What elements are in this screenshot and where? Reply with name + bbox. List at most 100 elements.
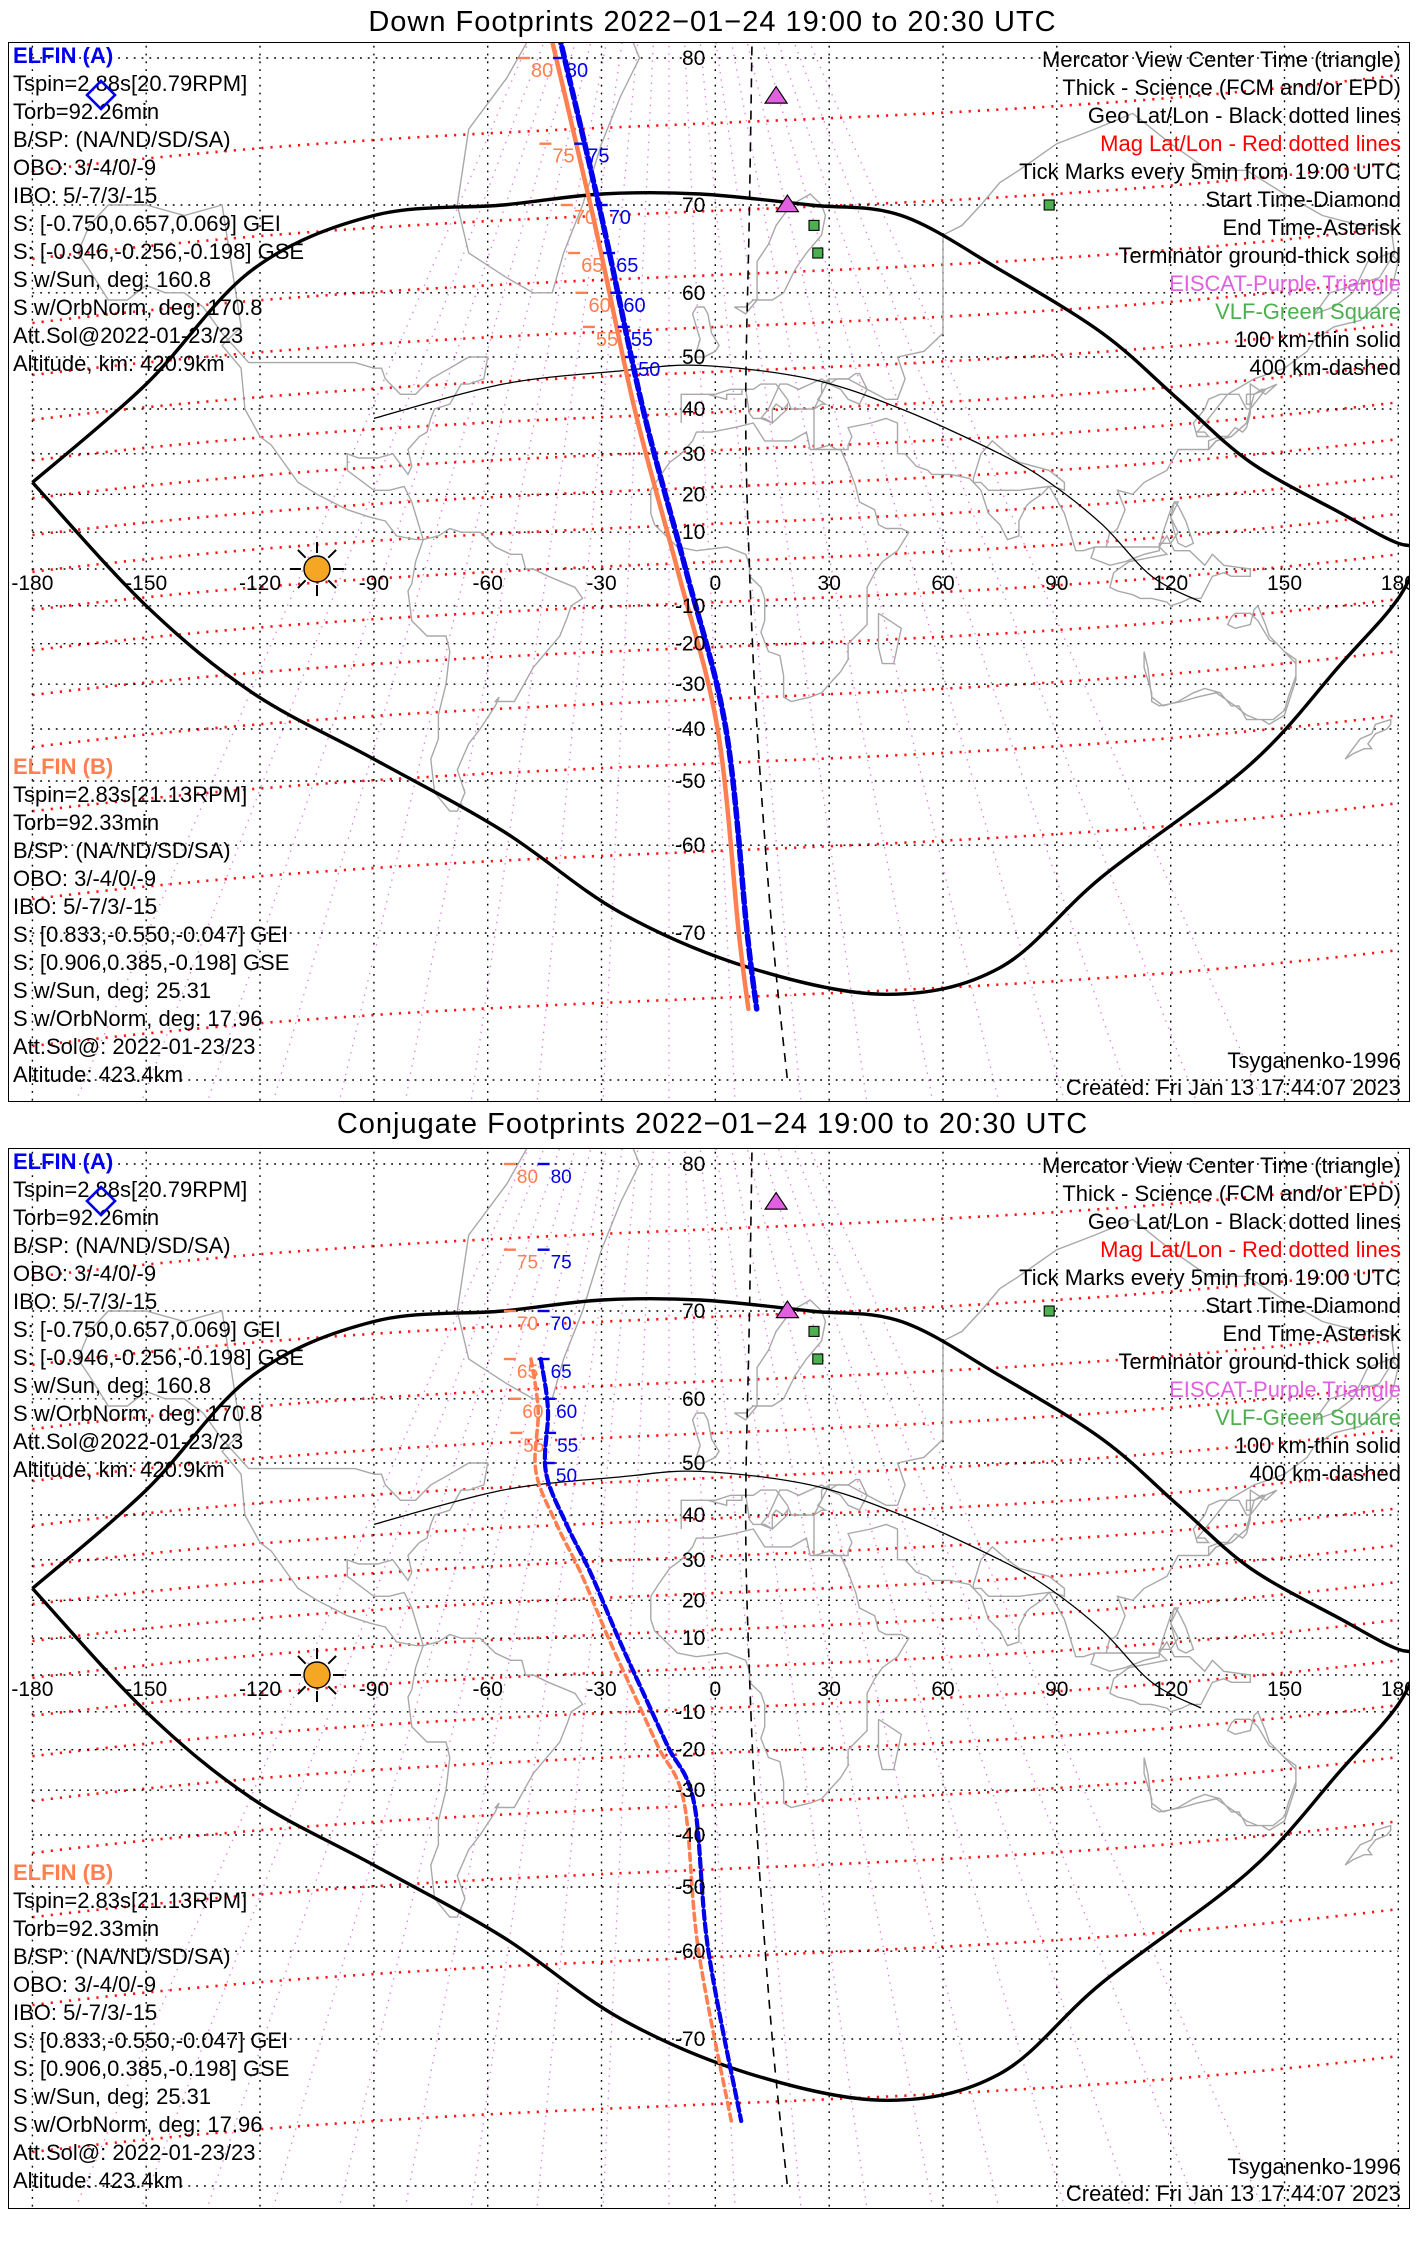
svg-text:S: [0.833,-0.550,-0.047] GEI: S: [0.833,-0.550,-0.047] GEI — [13, 2028, 288, 2053]
svg-text:65: 65 — [581, 255, 603, 277]
svg-text:Tick Marks every 5min from 19: Tick Marks every 5min from 19:00 UTC — [1019, 1265, 1401, 1290]
svg-text:Geo Lat/Lon - Black dotted lin: Geo Lat/Lon - Black dotted lines — [1088, 1209, 1401, 1234]
svg-text:-30: -30 — [675, 1779, 705, 1802]
svg-text:-40: -40 — [675, 1824, 705, 1847]
svg-text:IBO: 5/-7/3/-15: IBO: 5/-7/3/-15 — [13, 1289, 157, 1314]
svg-text:Terminator ground-thick solid: Terminator ground-thick solid — [1119, 1349, 1401, 1374]
svg-text:Tsyganenko-1996: Tsyganenko-1996 — [1227, 2154, 1401, 2179]
svg-text:10: 10 — [682, 521, 705, 544]
svg-text:ELFIN (A): ELFIN (A) — [13, 1149, 113, 1174]
svg-text:70: 70 — [609, 207, 631, 229]
svg-text:Mag Lat/Lon - Red dotted lines: Mag Lat/Lon - Red dotted lines — [1100, 1237, 1401, 1262]
svg-text:10: 10 — [682, 1627, 705, 1650]
svg-text:-90: -90 — [359, 1678, 389, 1701]
svg-text:-50: -50 — [675, 1876, 705, 1899]
svg-text:S: [-0.750,0.657,0.069] GEI: S: [-0.750,0.657,0.069] GEI — [13, 211, 281, 236]
svg-text:-20: -20 — [675, 1739, 705, 1762]
svg-text:S w/OrbNorm, deg: 170.8: S w/OrbNorm, deg: 170.8 — [13, 1401, 262, 1426]
svg-text:30: 30 — [682, 1549, 705, 1572]
svg-text:0: 0 — [709, 1678, 721, 1701]
svg-text:S w/OrbNorm, deg: 17.96: S w/OrbNorm, deg: 17.96 — [13, 1006, 262, 1031]
svg-text:75: 75 — [552, 146, 574, 168]
svg-text:60: 60 — [556, 1402, 577, 1423]
svg-text:ELFIN (A): ELFIN (A) — [13, 43, 113, 68]
svg-text:OBO: 3/-4/0/-9: OBO: 3/-4/0/-9 — [13, 866, 156, 891]
svg-text:60: 60 — [931, 1678, 954, 1701]
svg-text:60: 60 — [931, 572, 954, 595]
svg-text:S w/Sun, deg: 160.8: S w/Sun, deg: 160.8 — [13, 1373, 211, 1398]
svg-text:40: 40 — [682, 1504, 705, 1527]
svg-text:Mercator View Center Time (tri: Mercator View Center Time (triangle) — [1042, 47, 1401, 72]
svg-text:Altitude: 423.4km: Altitude: 423.4km — [13, 2168, 183, 2193]
svg-text:Torb=92.33min: Torb=92.33min — [13, 1916, 159, 1941]
svg-text:-10: -10 — [675, 595, 705, 618]
svg-text:55: 55 — [523, 1436, 544, 1457]
svg-text:Altitude, km: 420.9km: Altitude, km: 420.9km — [13, 1457, 225, 1482]
svg-text:B/SP: (NA/ND/SD/SA): B/SP: (NA/ND/SD/SA) — [13, 1233, 231, 1258]
svg-text:IBO: 5/-7/3/-15: IBO: 5/-7/3/-15 — [13, 2000, 157, 2025]
svg-text:-40: -40 — [675, 718, 705, 741]
svg-text:Tspin=2.88s[20.79RPM]: Tspin=2.88s[20.79RPM] — [13, 1177, 247, 1202]
svg-text:30: 30 — [682, 443, 705, 466]
svg-text:30: 30 — [818, 1678, 841, 1701]
svg-text:-150: -150 — [125, 1678, 167, 1701]
svg-text:S: [-0.946,-0.256,-0.198] GSE: S: [-0.946,-0.256,-0.198] GSE — [13, 239, 304, 264]
svg-text:70: 70 — [682, 1300, 705, 1323]
svg-text:B/SP: (NA/ND/SD/SA): B/SP: (NA/ND/SD/SA) — [13, 1944, 231, 1969]
svg-text:Torb=92.33min: Torb=92.33min — [13, 810, 159, 835]
svg-text:-30: -30 — [586, 572, 616, 595]
svg-text:180: 180 — [1381, 1678, 1409, 1701]
svg-text:S w/OrbNorm, deg: 170.8: S w/OrbNorm, deg: 170.8 — [13, 295, 262, 320]
svg-text:-60: -60 — [473, 1678, 503, 1701]
svg-text:20: 20 — [682, 483, 705, 506]
svg-text:IBO: 5/-7/3/-15: IBO: 5/-7/3/-15 — [13, 894, 157, 919]
svg-text:120: 120 — [1153, 572, 1188, 595]
svg-text:50: 50 — [682, 1452, 705, 1475]
svg-text:Mag Lat/Lon - Red dotted lines: Mag Lat/Lon - Red dotted lines — [1100, 131, 1401, 156]
svg-text:60: 60 — [623, 295, 645, 317]
svg-text:Tspin=2.88s[20.79RPM]: Tspin=2.88s[20.79RPM] — [13, 71, 247, 96]
svg-text:End Time-Asterisk: End Time-Asterisk — [1223, 1321, 1402, 1346]
svg-text:EISCAT-Purple Triangle: EISCAT-Purple Triangle — [1169, 271, 1401, 296]
svg-text:400 km-dashed: 400 km-dashed — [1249, 355, 1401, 380]
svg-text:-60: -60 — [473, 572, 503, 595]
svg-text:Created: Fri Jan 13 17:44:07 2: Created: Fri Jan 13 17:44:07 2023 — [1066, 2181, 1401, 2206]
svg-text:40: 40 — [682, 398, 705, 421]
svg-text:400 km-dashed: 400 km-dashed — [1249, 1461, 1401, 1486]
svg-text:OBO: 3/-4/0/-9: OBO: 3/-4/0/-9 — [13, 1972, 156, 1997]
svg-text:-180: -180 — [11, 572, 53, 595]
svg-text:Tsyganenko-1996: Tsyganenko-1996 — [1227, 1048, 1401, 1073]
svg-text:-90: -90 — [359, 572, 389, 595]
svg-text:-70: -70 — [675, 922, 705, 945]
svg-text:S: [0.833,-0.550,-0.047] GEI: S: [0.833,-0.550,-0.047] GEI — [13, 922, 288, 947]
svg-text:EISCAT-Purple Triangle: EISCAT-Purple Triangle — [1169, 1377, 1401, 1402]
svg-text:80: 80 — [531, 60, 553, 82]
svg-text:150: 150 — [1267, 1678, 1302, 1701]
svg-text:75: 75 — [551, 1253, 572, 1274]
svg-text:90: 90 — [1045, 1678, 1068, 1701]
svg-text:-150: -150 — [125, 572, 167, 595]
svg-text:Thick - Science (FCM and/or EP: Thick - Science (FCM and/or EPD) — [1062, 1181, 1401, 1206]
svg-text:60: 60 — [522, 1402, 543, 1423]
svg-text:S: [-0.750,0.657,0.069] GEI: S: [-0.750,0.657,0.069] GEI — [13, 1317, 281, 1342]
svg-text:60: 60 — [682, 1388, 705, 1411]
svg-text:S w/Sun, deg: 160.8: S w/Sun, deg: 160.8 — [13, 267, 211, 292]
svg-text:70: 70 — [682, 194, 705, 217]
svg-text:Terminator ground-thick solid: Terminator ground-thick solid — [1119, 243, 1401, 268]
svg-text:-60: -60 — [675, 1940, 705, 1963]
svg-text:S: [0.906,0.385,-0.198] GSE: S: [0.906,0.385,-0.198] GSE — [13, 950, 289, 975]
svg-text:Altitude: 423.4km: Altitude: 423.4km — [13, 1062, 183, 1087]
svg-text:Start Time-Diamond: Start Time-Diamond — [1205, 1293, 1401, 1318]
svg-text:55: 55 — [557, 1436, 578, 1457]
svg-text:80: 80 — [517, 1167, 538, 1188]
svg-text:50: 50 — [682, 346, 705, 369]
svg-text:50: 50 — [556, 1466, 577, 1487]
svg-text:-30: -30 — [586, 1678, 616, 1701]
svg-text:65: 65 — [551, 1362, 572, 1383]
svg-text:Mercator View Center Time (tri: Mercator View Center Time (triangle) — [1042, 1153, 1401, 1178]
svg-text:70: 70 — [517, 1314, 538, 1335]
svg-text:Att.Sol@: 2022-01-23/23: Att.Sol@: 2022-01-23/23 — [13, 1034, 255, 1059]
svg-text:Tspin=2.83s[21.13RPM]: Tspin=2.83s[21.13RPM] — [13, 782, 247, 807]
svg-text:100 km-thin solid: 100 km-thin solid — [1235, 1433, 1401, 1458]
svg-text:S w/Sun, deg: 25.31: S w/Sun, deg: 25.31 — [13, 2084, 211, 2109]
